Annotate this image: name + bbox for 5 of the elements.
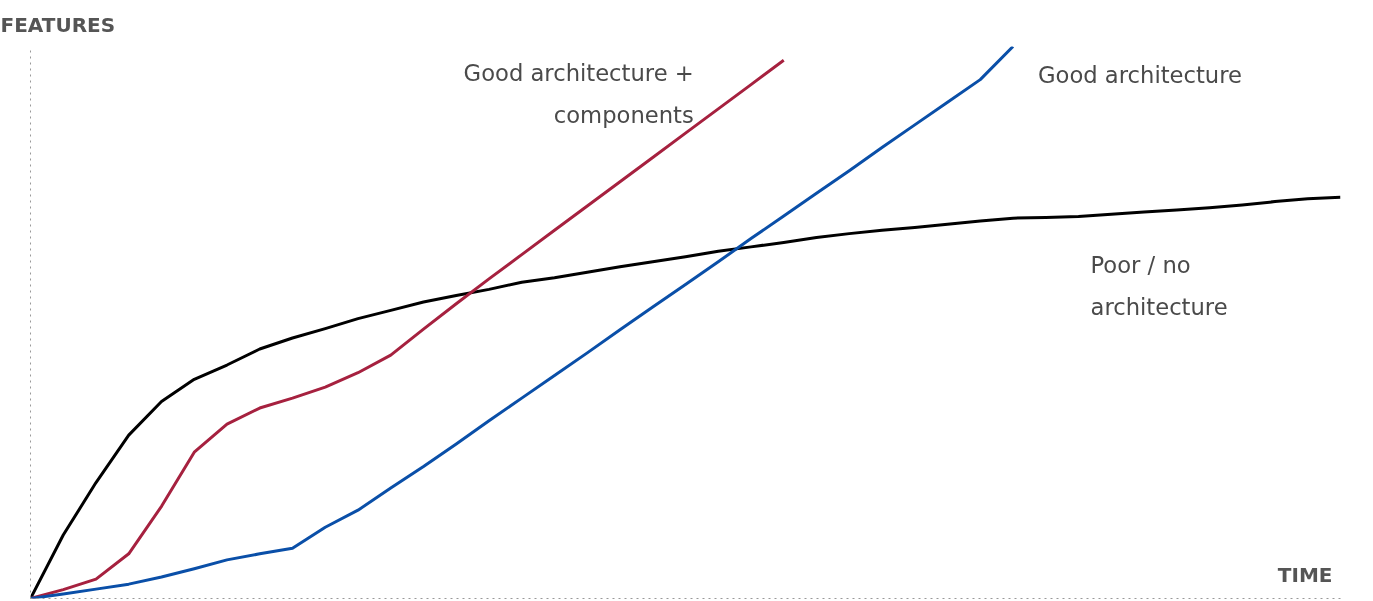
series-label: Good architecture + components	[463, 60, 694, 128]
y-axis-title: FEATURES	[0, 12, 116, 37]
series-label: Good architecture	[1038, 61, 1242, 88]
series-label: Poor / no architecture	[1090, 252, 1228, 320]
x-axis-title: TIME	[1277, 562, 1333, 587]
